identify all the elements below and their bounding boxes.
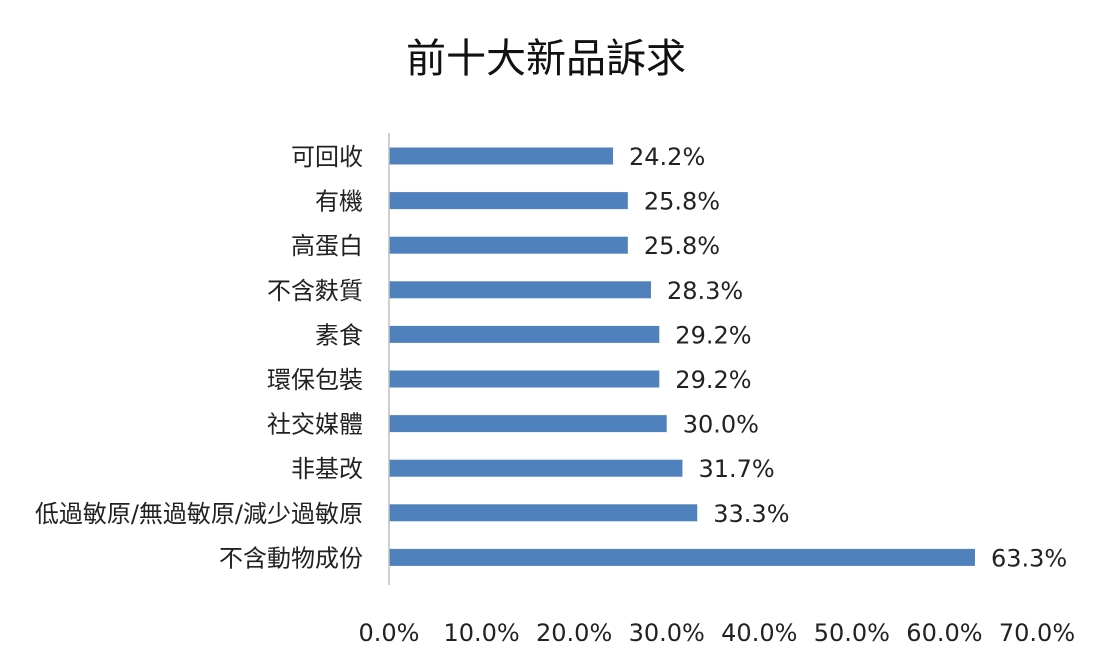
bar (389, 370, 660, 388)
data-label: 29.2% (675, 366, 751, 394)
x-tick-label: 10.0% (443, 619, 519, 647)
category-label: 低過敏原/無過敏原/減少過敏原 (35, 500, 363, 528)
category-label: 可回收 (291, 143, 363, 171)
bar (389, 192, 628, 210)
bar (389, 281, 651, 299)
bar (389, 459, 683, 477)
bar (389, 325, 660, 343)
x-tick-label: 70.0% (999, 619, 1075, 647)
x-tick-label: 50.0% (814, 619, 890, 647)
data-label: 31.7% (698, 455, 774, 483)
data-label: 33.3% (713, 500, 789, 528)
category-label: 不含麩質 (267, 277, 363, 305)
data-label: 28.3% (667, 277, 743, 305)
category-label: 社交媒體 (267, 411, 363, 439)
x-tick-label: 60.0% (906, 619, 982, 647)
category-label: 素食 (315, 321, 363, 349)
category-label: 高蛋白 (291, 232, 363, 260)
x-tick-label: 20.0% (536, 619, 612, 647)
category-label: 環保包裝 (267, 366, 363, 394)
x-tick-label: 0.0% (359, 619, 420, 647)
bars-layer (389, 147, 975, 566)
data-label: 25.8% (644, 232, 720, 260)
chart-title: 前十大新品訴求 (406, 36, 686, 82)
bar (389, 548, 975, 566)
bar (389, 504, 698, 522)
x-tick-label: 40.0% (721, 619, 797, 647)
category-label: 有機 (315, 188, 363, 216)
x-tick-label: 30.0% (629, 619, 705, 647)
data-label: 30.0% (683, 411, 759, 439)
data-label: 24.2% (629, 143, 705, 171)
labels-layer: 可回收 24.2% 有機 25.8% 高蛋白 25.8% 不含麩質 28.3% 素食 29.2% 環… (35, 143, 1075, 647)
bar (389, 147, 614, 165)
data-label: 63.3% (991, 544, 1067, 572)
data-label: 25.8% (644, 188, 720, 216)
category-label: 非基改 (291, 455, 363, 483)
category-label: 不含動物成份 (219, 544, 363, 572)
bar (389, 415, 667, 433)
data-label: 29.2% (675, 321, 751, 349)
bar (389, 236, 628, 254)
